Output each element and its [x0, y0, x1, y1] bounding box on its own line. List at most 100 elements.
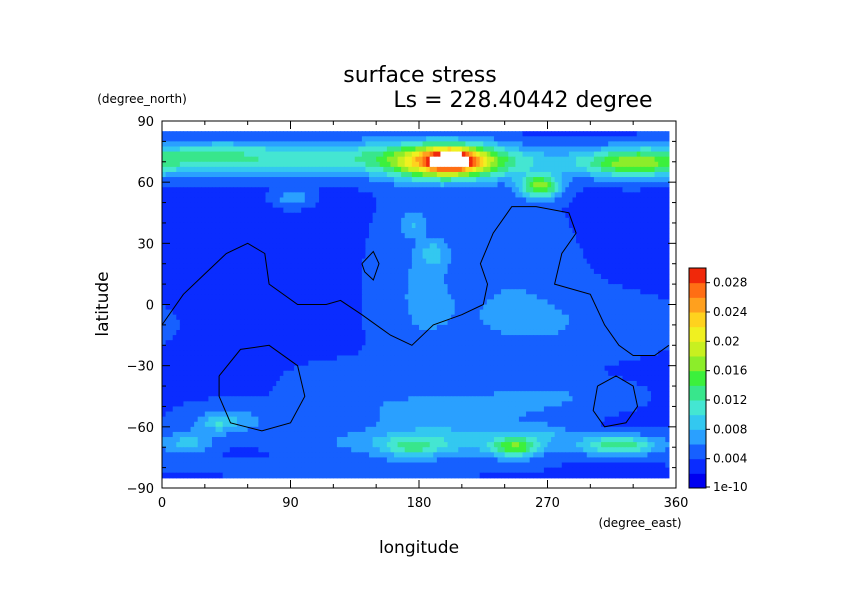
heatmap-cell [415, 217, 420, 224]
heatmap-cell [197, 253, 202, 260]
heatmap-cell [276, 284, 281, 290]
heatmap-cell [529, 192, 534, 199]
heatmap-cell [236, 192, 242, 199]
heatmap-cell [447, 151, 452, 158]
heatmap-cell [211, 268, 217, 275]
heatmap-cell [197, 243, 202, 250]
heatmap-cell [661, 182, 666, 188]
heatmap-cell [486, 222, 491, 229]
heatmap-cell [618, 197, 624, 204]
heatmap-cell [518, 187, 524, 193]
heatmap-cell [508, 289, 513, 295]
heatmap-cell [436, 192, 442, 199]
heatmap-cell [458, 253, 463, 260]
heatmap-cell [626, 197, 631, 204]
heatmap-cell [440, 263, 445, 270]
heatmap-cell [515, 238, 520, 244]
heatmap-cell [247, 263, 252, 270]
heatmap-cell [294, 304, 299, 311]
heatmap-cell [361, 166, 367, 173]
heatmap-cell [426, 263, 431, 270]
heatmap-cell [276, 222, 281, 229]
heatmap-cell [261, 258, 267, 265]
heatmap-cell [297, 197, 302, 204]
heatmap-cell [451, 171, 456, 178]
heatmap-cell [311, 171, 317, 178]
heatmap-cell [390, 263, 395, 270]
heatmap-cell [365, 151, 370, 158]
heatmap-cell [451, 212, 456, 219]
heatmap-cell [615, 212, 620, 219]
heatmap-cell [394, 258, 399, 265]
heatmap-cell [579, 243, 584, 250]
heatmap-cell [319, 228, 324, 234]
heatmap-cell [179, 253, 185, 260]
heatmap-cell [433, 217, 438, 224]
heatmap-cell [333, 243, 338, 250]
heatmap-cell [222, 258, 227, 265]
heatmap-cell [394, 238, 399, 244]
heatmap-cell [490, 217, 495, 224]
heatmap-cell [436, 217, 442, 224]
heatmap-cell [522, 279, 527, 285]
heatmap-cell [222, 156, 227, 163]
heatmap-cell [333, 268, 338, 275]
heatmap-cell [226, 284, 231, 290]
heatmap-cell [301, 243, 306, 250]
heatmap-cell [404, 294, 409, 301]
heatmap-cell [626, 304, 631, 311]
heatmap-cell [386, 197, 392, 204]
heatmap-cell [561, 233, 566, 239]
heatmap-cell [479, 197, 484, 204]
heatmap-cell [504, 258, 509, 265]
heatmap-cell [626, 238, 631, 244]
heatmap-cell [497, 177, 502, 183]
heatmap-cell [622, 197, 627, 204]
heatmap-cell [229, 284, 234, 290]
heatmap-cell [279, 273, 284, 280]
heatmap-cell [329, 156, 334, 163]
heatmap-cell [226, 171, 231, 178]
heatmap-cell [665, 131, 670, 137]
heatmap-cell [479, 279, 484, 285]
heatmap-cell [401, 182, 406, 188]
heatmap-cell [629, 228, 634, 234]
heatmap-cell [654, 156, 659, 163]
heatmap-cell [647, 212, 652, 219]
heatmap-cell [465, 197, 470, 204]
heatmap-cell [404, 268, 409, 275]
heatmap-cell [404, 187, 409, 193]
heatmap-cell [597, 136, 602, 142]
heatmap-cell [222, 253, 227, 260]
heatmap-cell [565, 161, 570, 168]
heatmap-cell [251, 151, 256, 158]
heatmap-cell [611, 136, 616, 142]
heatmap-cell [351, 294, 356, 301]
heatmap-cell [647, 146, 652, 153]
heatmap-cell [269, 294, 274, 301]
heatmap-cell [311, 273, 317, 280]
heatmap-cell [197, 294, 202, 301]
heatmap-cell [436, 299, 442, 306]
heatmap-cell [533, 238, 538, 244]
heatmap-cell [401, 156, 406, 163]
heatmap-cell [251, 202, 256, 209]
heatmap-cell [493, 207, 499, 214]
heatmap-cell [358, 253, 363, 260]
heatmap-cell [358, 207, 363, 214]
heatmap-cell [468, 197, 474, 204]
heatmap-cell [451, 304, 456, 311]
heatmap-cell [394, 182, 399, 188]
heatmap-cell [658, 248, 663, 255]
heatmap-cell [408, 151, 413, 158]
heatmap-cell [394, 141, 399, 148]
heatmap-cell [626, 273, 631, 280]
heatmap-cell [354, 207, 359, 214]
heatmap-cell [176, 151, 181, 158]
heatmap-cell [372, 141, 377, 148]
heatmap-cell [215, 263, 220, 270]
heatmap-cell [258, 304, 263, 311]
heatmap-cell [583, 136, 588, 142]
heatmap-cell [358, 136, 363, 142]
heatmap-cell [483, 294, 488, 301]
